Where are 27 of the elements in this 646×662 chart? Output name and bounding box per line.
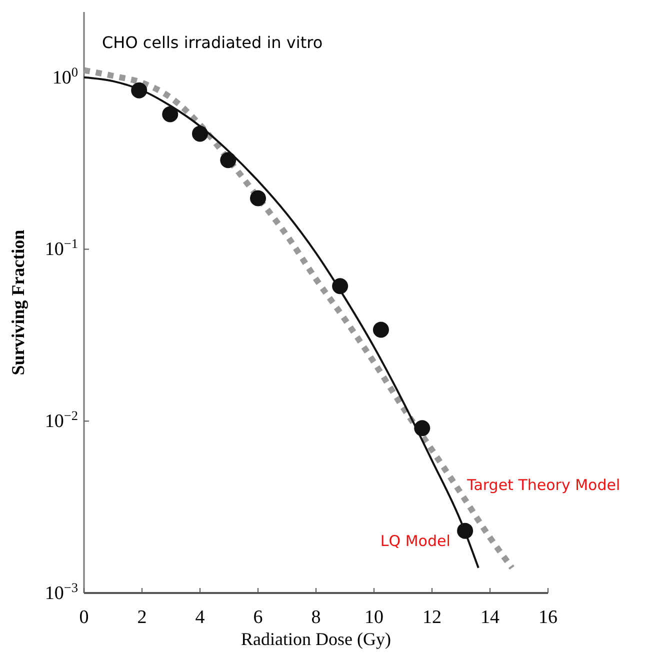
x-tick-label: 2 (137, 607, 147, 628)
point (162, 106, 178, 122)
text: CHO cells irradiated in vitro (102, 33, 323, 52)
x-tick-label: 14 (480, 607, 500, 628)
series-label: Target Theory Model (466, 476, 620, 494)
y-tick-label: 10$^{−1}$ (44, 236, 78, 260)
point (332, 278, 348, 294)
point (250, 190, 266, 206)
y-tick-label: 10$^{0}$ (52, 64, 78, 88)
y-axis-title: Surviving Fraction (8, 230, 28, 376)
y-tick-label: 10$^{−3}$ (44, 580, 78, 604)
point (414, 420, 430, 436)
point (457, 522, 474, 539)
x-tick-label: 6 (253, 607, 263, 628)
y-tick-label: 10$^{−2}$ (44, 408, 78, 432)
point (131, 82, 148, 98)
x-tick-label: 16 (538, 607, 558, 628)
point (372, 322, 389, 338)
x-tick-label: 12 (422, 607, 442, 628)
x-axis-title: Radiation Dose (Gy) (241, 629, 391, 649)
x-tick-label: 4 (195, 607, 206, 628)
x-tick-label: 8 (311, 607, 321, 628)
series-label: LQ Model (380, 532, 450, 550)
x-tick-label: 0 (79, 607, 89, 628)
point (220, 152, 236, 168)
point (192, 126, 208, 142)
x-tick-label: 10 (364, 607, 384, 628)
